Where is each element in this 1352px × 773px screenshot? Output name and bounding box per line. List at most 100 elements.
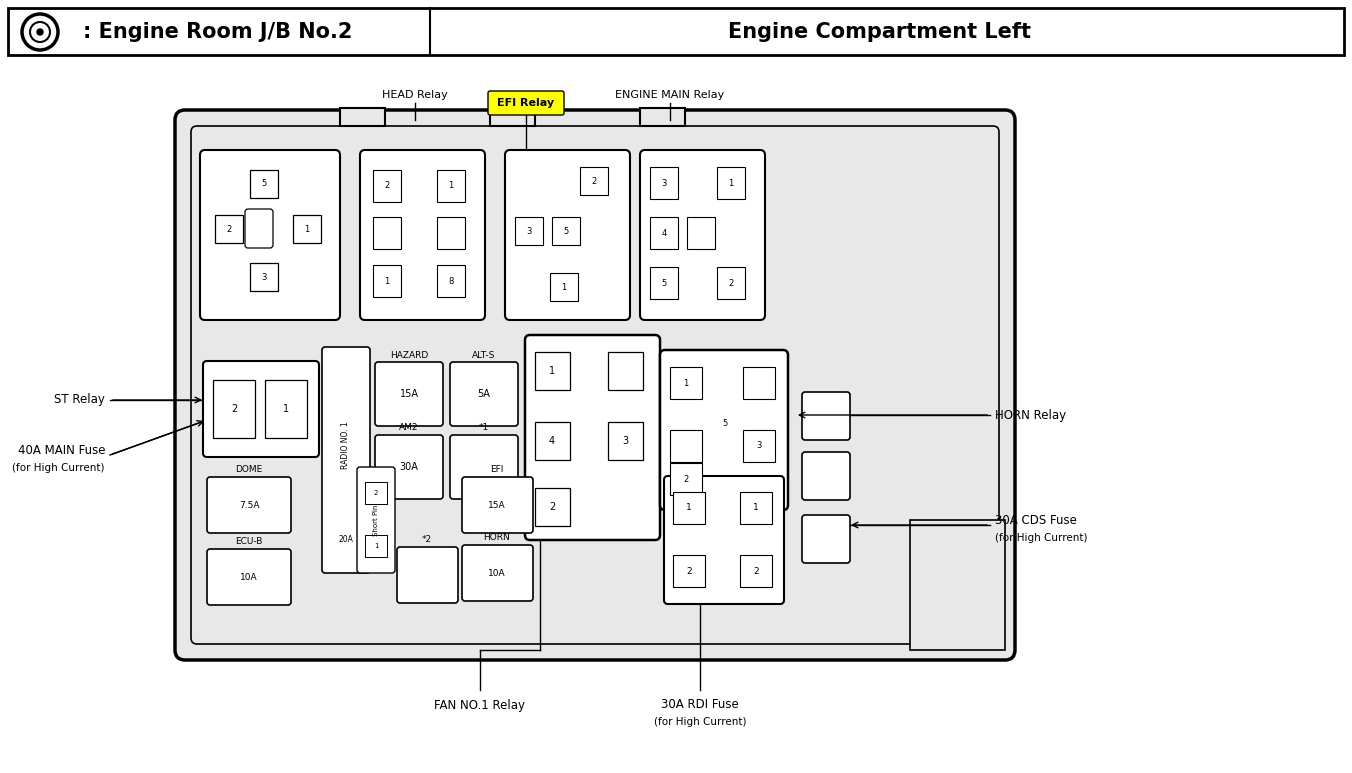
FancyBboxPatch shape [506,150,630,320]
Text: 2: 2 [683,475,688,483]
Text: 2: 2 [549,502,556,512]
FancyBboxPatch shape [660,350,788,510]
Text: HORN: HORN [484,533,510,543]
Text: 30A RDI Fuse: 30A RDI Fuse [661,699,740,711]
Text: 2: 2 [226,224,231,233]
Text: 1: 1 [753,503,758,512]
Text: 1: 1 [304,224,310,233]
FancyBboxPatch shape [664,476,784,604]
Bar [293,215,320,243]
Text: 1: 1 [384,277,389,285]
Bar [535,352,571,390]
Bar [671,430,702,462]
Bar [250,263,279,291]
Text: 5: 5 [261,179,266,189]
Bar [8,8,1344,55]
Bar [744,367,775,399]
Text: 1: 1 [449,182,454,190]
Text: ENGINE MAIN Relay: ENGINE MAIN Relay [615,90,725,100]
Bar [650,217,677,249]
Text: 3: 3 [526,226,531,236]
Text: Short Pin: Short Pin [373,504,379,536]
Text: 2: 2 [753,567,758,576]
Text: 15A: 15A [399,389,419,399]
Text: 1: 1 [549,366,556,376]
Bar [373,265,402,297]
Text: 4: 4 [549,436,556,446]
Text: 30A: 30A [400,462,418,472]
FancyBboxPatch shape [802,392,850,440]
Bar [489,108,535,126]
Text: 1: 1 [283,404,289,414]
Text: (for High Current): (for High Current) [654,717,746,727]
Text: AM2: AM2 [399,424,419,433]
Bar [215,215,243,243]
Text: DOME: DOME [235,465,262,475]
Text: HAZARD: HAZARD [389,350,429,359]
Text: : Engine Room J/B No.2: : Engine Room J/B No.2 [84,22,353,42]
Text: ALT-S: ALT-S [472,350,496,359]
Bar [910,520,1005,650]
Text: 3: 3 [622,436,629,446]
Bar [250,170,279,198]
FancyBboxPatch shape [207,549,291,605]
Bar [550,273,579,301]
Text: 2: 2 [687,567,692,576]
Bar [373,170,402,202]
Bar [740,492,772,524]
Text: 8: 8 [449,277,454,285]
Bar [339,108,385,126]
Bar [265,380,307,438]
FancyBboxPatch shape [488,91,564,115]
Text: EFI: EFI [491,465,504,475]
FancyBboxPatch shape [191,126,999,644]
Bar [671,463,702,495]
Text: 5A: 5A [477,389,491,399]
Bar [373,217,402,249]
Text: 2: 2 [373,490,379,496]
Text: 7.5A: 7.5A [239,500,260,509]
Text: 4: 4 [661,229,667,237]
Bar [515,217,544,245]
Text: HEAD Relay: HEAD Relay [383,90,448,100]
Text: 3: 3 [661,179,667,188]
FancyBboxPatch shape [802,452,850,500]
Bar [437,265,465,297]
Bar [214,380,256,438]
Bar [365,535,387,557]
Bar [535,488,571,526]
Text: 5: 5 [661,278,667,288]
FancyBboxPatch shape [802,515,850,563]
Circle shape [37,29,43,35]
Bar [650,167,677,199]
Text: 1: 1 [683,379,688,387]
Text: EFI Relay: EFI Relay [498,98,554,108]
Text: (for High Current): (for High Current) [12,463,105,473]
FancyBboxPatch shape [322,347,370,573]
FancyBboxPatch shape [375,362,443,426]
Text: ST Relay: ST Relay [54,393,105,407]
Text: 15A: 15A [488,500,506,509]
Bar [639,108,685,126]
Text: 5: 5 [722,418,727,427]
FancyBboxPatch shape [450,435,518,499]
Bar [717,167,745,199]
Text: 1: 1 [729,179,734,188]
FancyBboxPatch shape [525,335,660,540]
Bar [552,217,580,245]
FancyBboxPatch shape [174,110,1015,660]
Text: 1: 1 [373,543,379,549]
Bar [580,167,608,195]
Bar [535,422,571,460]
Text: 3: 3 [261,273,266,281]
FancyBboxPatch shape [200,150,339,320]
FancyBboxPatch shape [207,477,291,533]
Text: 10A: 10A [241,573,258,581]
Bar [650,267,677,299]
Text: 10A: 10A [488,568,506,577]
Text: 1: 1 [685,503,692,512]
Text: 40A MAIN Fuse: 40A MAIN Fuse [18,444,105,457]
Text: ECU-B: ECU-B [235,537,262,547]
Text: Engine Compartment Left: Engine Compartment Left [729,22,1032,42]
Text: 2: 2 [729,278,734,288]
